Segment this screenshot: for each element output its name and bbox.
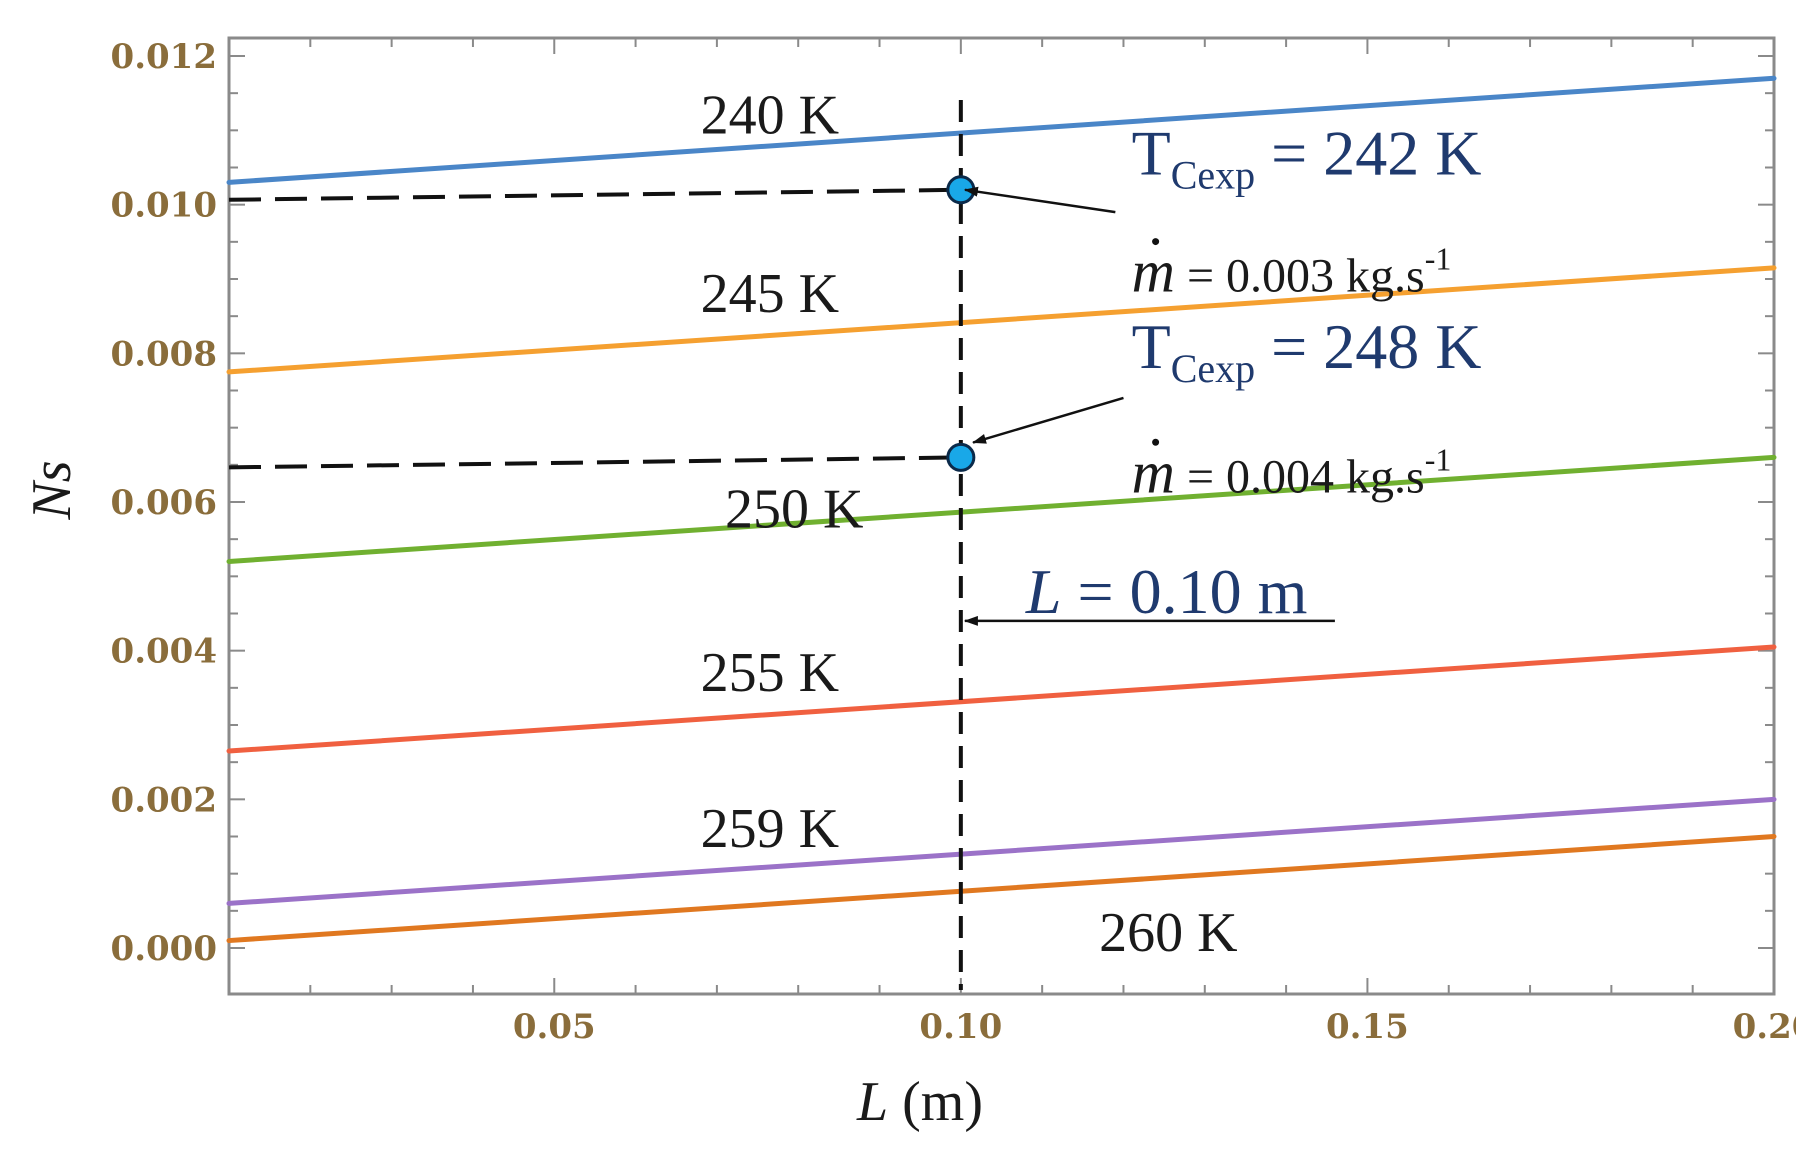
- annotation-rest: = 248 K: [1255, 311, 1481, 382]
- x-tick-label: 0.15: [1326, 1007, 1409, 1047]
- mass-flow-symbol: m: [1132, 239, 1175, 305]
- series-line-260k: [226, 834, 1777, 944]
- y-tick-label: 0.010: [111, 186, 217, 226]
- mass-flow-exponent: -1: [1425, 441, 1452, 477]
- series-label: 259 K: [701, 798, 839, 860]
- y-tick-label: 0.002: [111, 780, 217, 820]
- annotation-subscript: Cexp: [1171, 153, 1255, 198]
- y-tick-label: 0.000: [111, 929, 217, 969]
- y-tick-label: 0.006: [111, 483, 217, 523]
- series-lines: [226, 75, 1777, 944]
- series-label: 250 K: [725, 478, 863, 540]
- series-line-255k: [226, 644, 1777, 754]
- mass-flow-symbol: m: [1132, 439, 1175, 505]
- series-label: 245 K: [701, 263, 839, 325]
- series-line-250k: [226, 454, 1777, 564]
- plot-frame: [227, 36, 1776, 996]
- series-label: 240 K: [701, 84, 839, 146]
- y-tick-label: 0.004: [111, 632, 217, 672]
- x-axis-symbol: L: [856, 1071, 888, 1133]
- annotation-title: TCexp = 248 K: [1132, 311, 1482, 391]
- annotation-arrow: [963, 186, 1116, 214]
- annotation-title: TCexp = 242 K: [1132, 118, 1482, 198]
- annotation-rest: = 242 K: [1255, 118, 1481, 189]
- reference-line-horizontal: [228, 187, 961, 202]
- mass-flow-exponent: -1: [1425, 241, 1452, 277]
- y-axis-title: Ns: [21, 460, 83, 520]
- x-axis-title: L (m): [856, 1071, 983, 1133]
- annotation-rest: = 0.10 m: [1061, 556, 1307, 627]
- series-label: 260 K: [1099, 902, 1237, 964]
- mass-flow-value: = 0.004 kg.s: [1175, 450, 1425, 503]
- x-tick-label: 0.05: [513, 1007, 596, 1047]
- series-label: 255 K: [701, 642, 839, 704]
- x-axis-unit: (m): [888, 1071, 983, 1133]
- series-line-240k: [226, 75, 1777, 185]
- annotation-arrow: [972, 396, 1124, 444]
- data-point: [946, 442, 976, 472]
- axis-ticks: 0.05 0.10 0.15 0.20 0.000 0.002 0.004 0.006 0.00…: [111, 37, 1796, 1047]
- mass-flow-dot: [1152, 238, 1160, 246]
- y-tick-label: 0.012: [111, 37, 217, 77]
- series-line-259k: [226, 796, 1777, 906]
- y-tick-label: 0.008: [111, 334, 217, 374]
- mass-flow-dot: [1152, 438, 1160, 446]
- reference-lines: [228, 100, 963, 990]
- annotation-title: L = 0.10 m: [1025, 556, 1307, 627]
- annotation-main: T: [1132, 311, 1171, 382]
- reference-line-horizontal: [228, 455, 961, 470]
- series-line-245k: [226, 265, 1777, 375]
- annotation-mass-flow: m = 0.003 kg.s-1: [1132, 239, 1452, 305]
- annotation-main: T: [1132, 118, 1171, 189]
- annotation-mass-flow: m = 0.004 kg.s-1: [1132, 439, 1452, 505]
- x-tick-label: 0.20: [1733, 1007, 1796, 1047]
- mass-flow-value: = 0.003 kg.s: [1175, 250, 1425, 303]
- series-labels: 240 K 245 K 250 K 255 K 259 K 260 K: [701, 84, 1238, 964]
- annotation-subscript: Cexp: [1171, 346, 1255, 391]
- x-tick-label: 0.10: [919, 1007, 1002, 1047]
- annotation-main: L: [1025, 556, 1062, 627]
